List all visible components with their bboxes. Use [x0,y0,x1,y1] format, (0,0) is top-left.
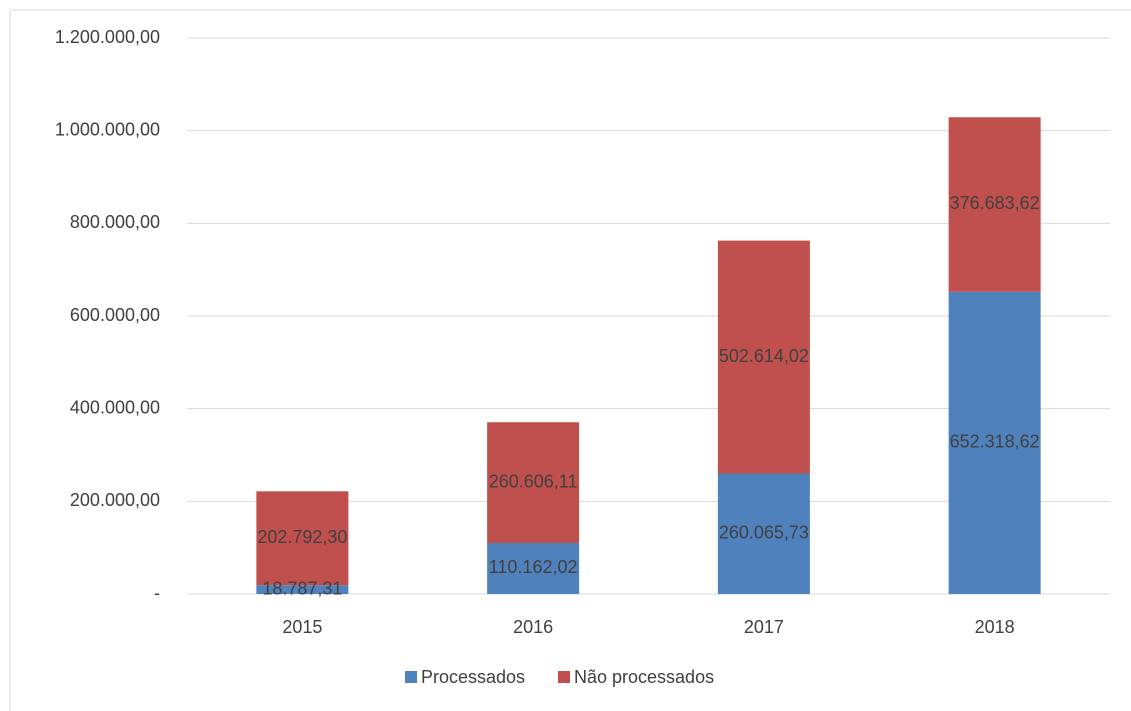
legend-label: Não processados [574,667,714,687]
bar-segment [256,585,349,594]
legend-label: Processados [421,667,525,687]
y-tick-label: 1.000.000,00 [55,119,160,139]
bar-segment [487,422,580,543]
x-tick-label: 2015 [282,617,322,637]
y-tick-label: 800.000,00 [70,212,160,232]
y-tick-label: 400.000,00 [70,397,160,417]
data-label: 376.683,62 [950,193,1040,213]
bar-segment [487,542,580,594]
legend-swatch [405,671,417,683]
y-tick-label: 200.000,00 [70,490,160,510]
y-tick-label: 600.000,00 [70,305,160,325]
data-label: 260.606,11 [489,471,578,491]
x-tick-label: 2018 [975,617,1015,637]
bar-segment [717,473,810,594]
bar-segment [256,491,349,586]
y-tick-label: - [154,583,160,603]
data-label: 502.614,02 [719,346,809,366]
x-tick-label: 2017 [744,617,784,637]
data-label: 652.318,62 [950,432,1040,452]
bar-segment [717,240,810,474]
data-label: 110.162,02 [489,557,578,577]
chart-border [9,9,1131,711]
legend-swatch [558,671,570,683]
bar-segment [948,291,1041,594]
x-tick-label: 2016 [513,617,553,637]
y-tick-label: 1.200.000,00 [55,27,160,47]
bar-segment [948,117,1041,292]
data-label: 260.065,73 [719,523,809,543]
data-label: 18.787,31 [262,578,342,598]
data-label: 202.792,30 [257,527,347,547]
